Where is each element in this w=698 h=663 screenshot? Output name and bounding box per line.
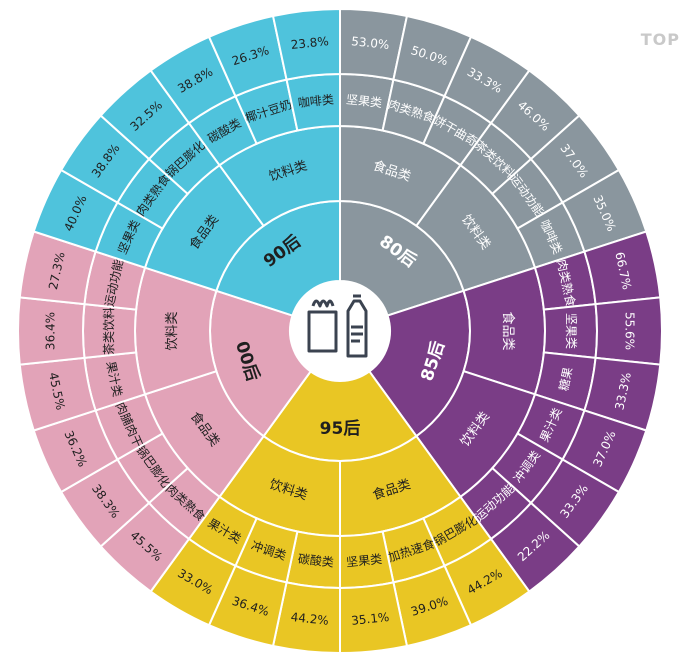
center-icon [290,281,390,381]
item-label: 坚果类 [564,313,578,349]
value-ring: 53.0%50.0%33.3%46.0%37.0%35.0%66.7%55.6%… [17,7,663,655]
item-ring: 坚果类 肉类熟食饼干曲奇茶类饮料运动功能咖啡类肉类熟食坚果类糖果果汁类冲调类运动功… [82,72,598,590]
item-label: 坚果类 [346,92,383,110]
item-label: 坚果类 [346,552,383,570]
item-label: 糖果 [556,366,576,393]
category-label: 食品类 [500,311,516,350]
value-label: 44.2% [290,610,329,628]
item-label: 咖啡类 [297,91,334,110]
category-label: 饮料类 [165,311,180,350]
value-label: 35.1% [351,610,390,628]
value-segment [271,7,341,81]
value-label: 23.8% [290,34,329,52]
value-label: 36.4% [44,312,58,350]
value-label: 55.6% [623,312,637,350]
generation-label: 95后 [320,419,361,439]
watermark: TOP [640,30,680,49]
item-label: 碳酸类 [297,551,334,570]
value-label: 53.0% [351,34,390,52]
item-label: 茶类饮料 [101,307,116,355]
